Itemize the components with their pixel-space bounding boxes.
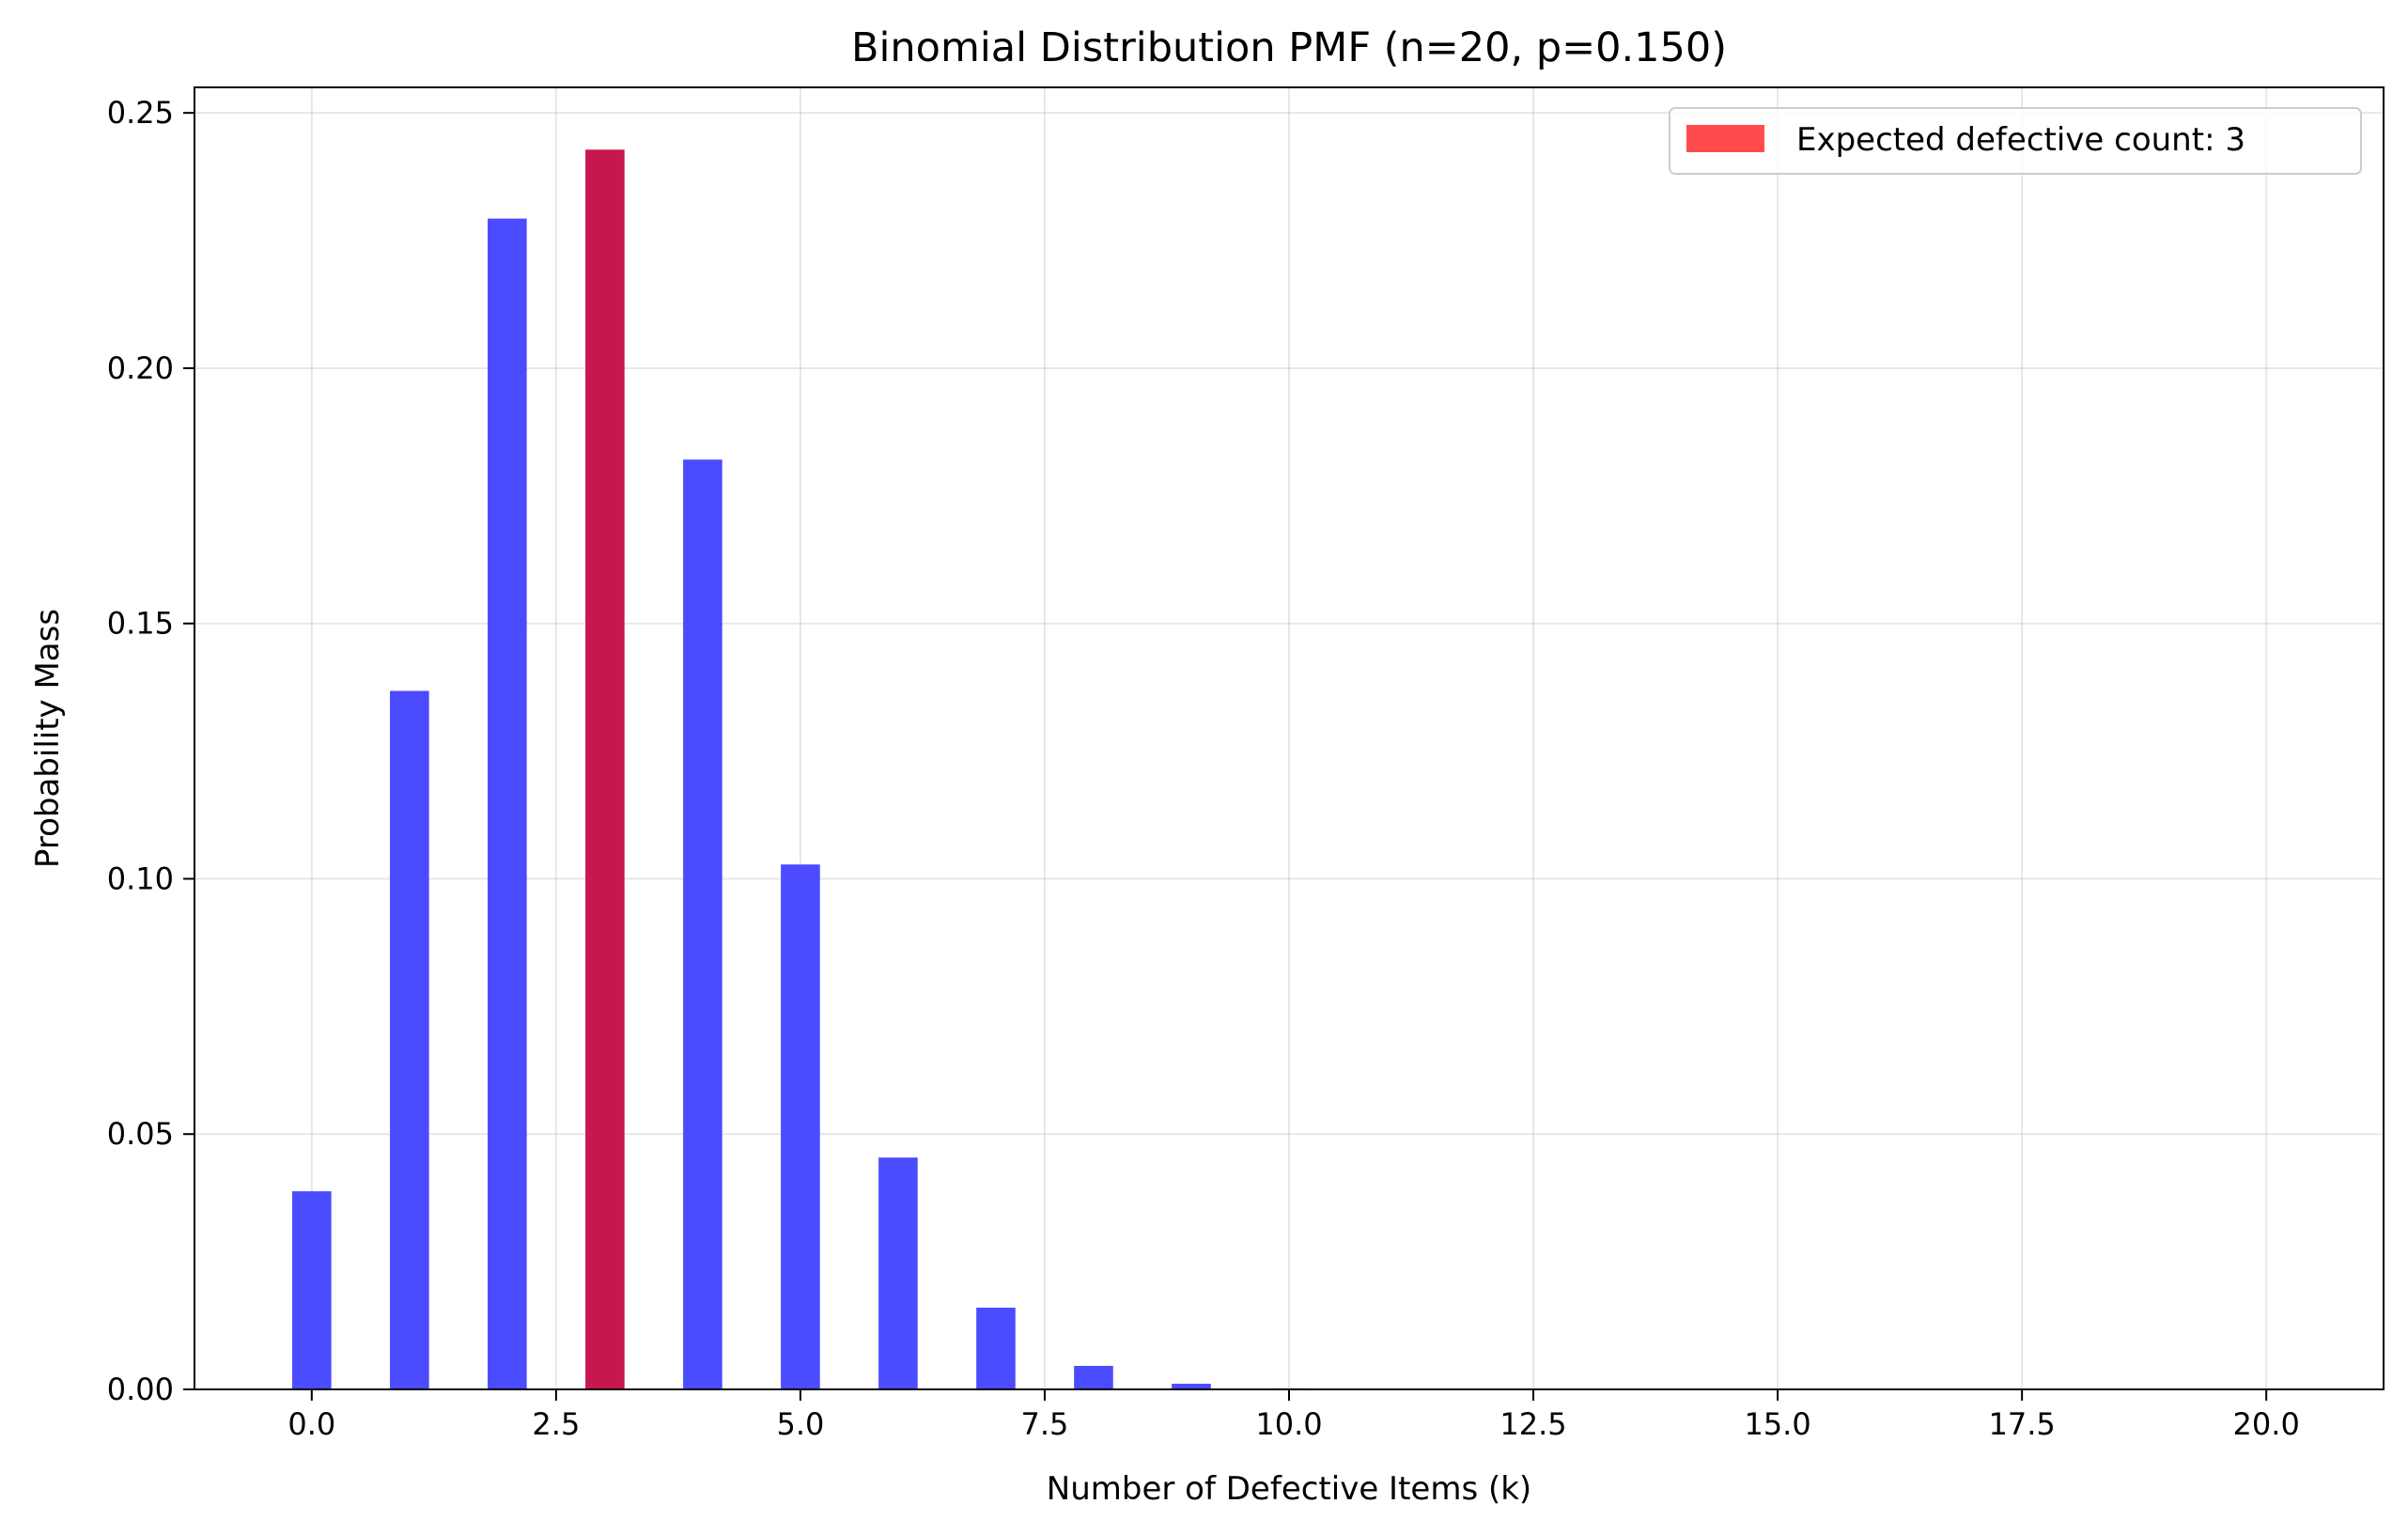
bars: [292, 149, 1309, 1390]
x-tick-label: 12.5: [1499, 1406, 1566, 1442]
y-tick-label: 0.25: [107, 95, 174, 131]
x-axis-label: Number of Defective Items (k): [1047, 1470, 1531, 1508]
x-tick-label: 15.0: [1744, 1406, 1810, 1442]
ticks: 0.0 2.5 5.0 7.5 10.0 12.5 15.0 17.5 20.0 0.00 0.05…: [107, 95, 2300, 1442]
y-tick-label: 0.10: [107, 861, 174, 896]
legend-label: Expected defective count: 3: [1796, 121, 2245, 159]
x-tick-label: 0.0: [287, 1406, 335, 1442]
x-tick-label: 5.0: [776, 1406, 824, 1442]
bar-k4: [683, 459, 722, 1390]
x-tick-label: 17.5: [1989, 1406, 2056, 1442]
bar-k0: [292, 1191, 332, 1389]
y-tick-label: 0.15: [107, 606, 174, 642]
x-tick-label: 10.0: [1255, 1406, 1322, 1442]
legend-box: [1669, 107, 2362, 175]
bar-k9: [1172, 1384, 1211, 1389]
highlight-bar-k3: [585, 149, 625, 1390]
legend: Expected defective count: 3: [1669, 107, 2362, 175]
x-tick-label: 7.5: [1021, 1406, 1069, 1442]
bar-k5: [781, 864, 820, 1389]
bar-k2: [488, 218, 527, 1390]
x-tick-label: 2.5: [532, 1406, 580, 1442]
y-tick-label: 0.20: [107, 350, 174, 386]
y-axis-label: Probability Mass: [29, 609, 67, 868]
bar-k6: [878, 1157, 918, 1389]
bar-k8: [1074, 1365, 1113, 1389]
bar-k1: [390, 690, 429, 1389]
legend-swatch: [1686, 125, 1764, 152]
x-tick-label: 20.0: [2233, 1406, 2300, 1442]
bar-k7: [976, 1308, 1016, 1389]
chart-title: Binomial Distribution PMF (n=20, p=0.150…: [851, 24, 1727, 71]
y-tick-label: 0.05: [107, 1116, 174, 1152]
y-tick-label: 0.00: [107, 1372, 174, 1407]
